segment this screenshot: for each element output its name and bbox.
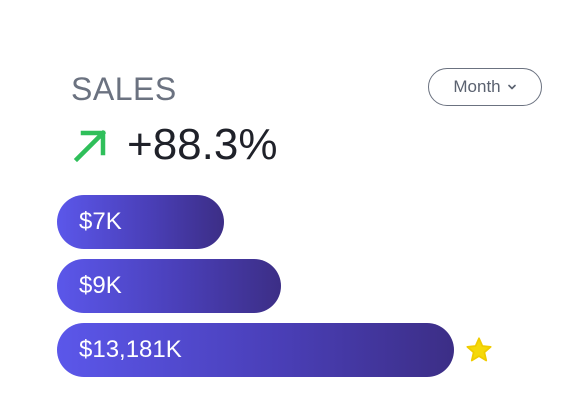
sales-bar: $9K [57, 259, 281, 313]
sales-bars: $7K $9K $13,181K [57, 195, 527, 380]
bar-label: $9K [79, 272, 122, 299]
star-icon [466, 337, 492, 362]
chevron-down-icon [507, 84, 516, 90]
period-dropdown-label: Month [453, 77, 501, 96]
arrow-up-right-icon [73, 129, 107, 163]
sales-bar: $7K [57, 195, 224, 249]
bar-label: $13,181K [79, 336, 182, 363]
widget-title: SALES [71, 71, 177, 107]
bar-label: $7K [79, 208, 122, 235]
sales-bar: $13,181K [57, 323, 454, 377]
sales-change: +88.3% [71, 118, 277, 172]
period-dropdown[interactable]: Month [428, 68, 542, 106]
change-percentage: +88.3% [127, 120, 278, 169]
